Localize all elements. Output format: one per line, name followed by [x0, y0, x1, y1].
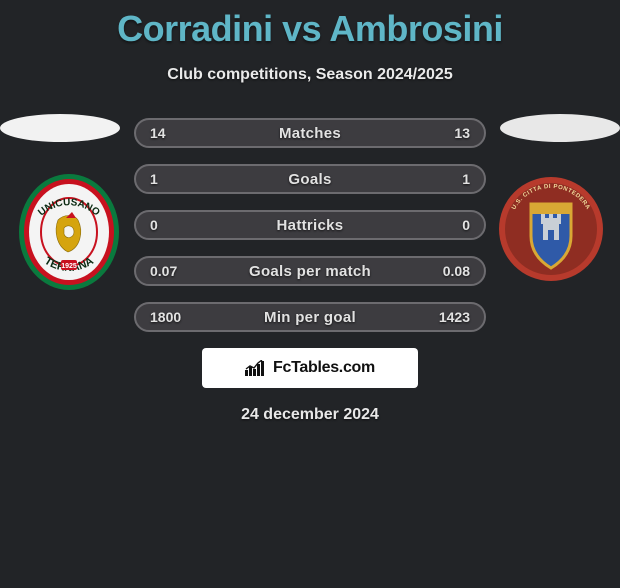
stat-value-left: 14: [150, 125, 190, 141]
stat-value-right: 0: [430, 217, 470, 233]
right-team-crest: U.S. CITTA DI PONTEDERA: [496, 174, 606, 298]
stat-value-left: 1800: [150, 309, 190, 325]
pontedera-crest-svg: U.S. CITTA DI PONTEDERA: [496, 174, 606, 284]
stat-row: 0 Hattricks 0: [134, 210, 486, 240]
attribution-badge: FcTables.com: [202, 348, 418, 388]
stat-row: 1 Goals 1: [134, 164, 486, 194]
stat-row: 14 Matches 13: [134, 118, 486, 148]
stat-value-right: 1: [430, 171, 470, 187]
content-region: UNICUSANO TERNANA 1925 U.S. CITTA DI PON…: [0, 114, 620, 424]
stat-value-right: 13: [430, 125, 470, 141]
ternana-crest-svg: UNICUSANO TERNANA 1925: [14, 170, 124, 294]
stat-label: Goals per match: [249, 263, 371, 280]
page-subtitle: Club competitions, Season 2024/2025: [0, 66, 620, 84]
attribution-text: FcTables.com: [273, 359, 375, 377]
stat-value-right: 1423: [430, 309, 470, 325]
date-text: 24 december 2024: [0, 406, 620, 424]
stat-row: 1800 Min per goal 1423: [134, 302, 486, 332]
stat-label: Hattricks: [277, 217, 344, 234]
stats-rows: 14 Matches 13 1 Goals 1 0 Hattricks 0 0.07 Goals p…: [134, 114, 486, 332]
right-ellipse-decoration: [500, 114, 620, 142]
stat-value-left: 0.07: [150, 263, 190, 279]
stat-value-left: 1: [150, 171, 190, 187]
stat-row: 0.07 Goals per match 0.08: [134, 256, 486, 286]
stat-value-left: 0: [150, 217, 190, 233]
stat-label: Min per goal: [264, 309, 356, 326]
left-team-crest: UNICUSANO TERNANA 1925: [14, 170, 124, 294]
stat-value-right: 0.08: [430, 263, 470, 279]
stat-label: Goals: [288, 171, 331, 188]
page-title: Corradini vs Ambrosini: [0, 8, 620, 50]
stat-label: Matches: [279, 125, 341, 142]
chart-icon: [245, 360, 267, 376]
svg-text:1925: 1925: [61, 263, 77, 270]
left-ellipse-decoration: [0, 114, 120, 142]
